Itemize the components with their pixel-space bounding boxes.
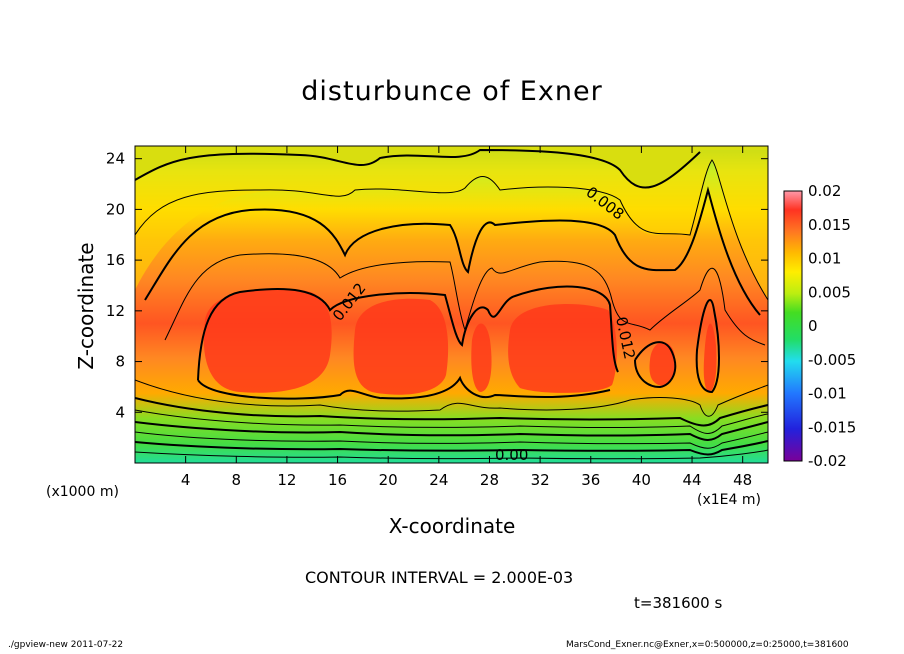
colorbar-label: -0.02 bbox=[808, 452, 847, 470]
colorbar-label: -0.015 bbox=[808, 418, 856, 436]
x-tick-label: 4 bbox=[181, 471, 191, 489]
hot-core-2 bbox=[353, 298, 449, 395]
contour-line-m0.004 bbox=[135, 440, 768, 456]
y-axis-unit: (x1000 m) bbox=[46, 484, 119, 500]
hot-core-3 bbox=[471, 323, 492, 392]
hot-core-1 bbox=[203, 289, 332, 393]
time-label: t=381600 s bbox=[634, 594, 723, 612]
y-tick-label: 24 bbox=[106, 150, 125, 168]
colorbar-labels: 0.02 0.015 0.01 0.005 0 -0.005 -0.01 -0.015 -0.0… bbox=[808, 182, 856, 470]
contour-line-0.004 bbox=[135, 148, 701, 189]
colorbar-label: -0.01 bbox=[808, 385, 847, 403]
y-axis-ticks: 4 8 12 16 20 24 bbox=[106, 150, 768, 421]
x-tick-label: 12 bbox=[277, 471, 296, 489]
colorbar bbox=[783, 190, 803, 462]
y-tick-label: 12 bbox=[106, 302, 125, 320]
contour-line-0.000 bbox=[135, 421, 768, 441]
x-axis-label: X-coordinate bbox=[388, 514, 516, 538]
y-tick-label: 8 bbox=[115, 353, 125, 371]
x-axis-unit: (x1E4 m) bbox=[697, 492, 761, 508]
x-tick-label: 20 bbox=[379, 471, 398, 489]
y-tick-label: 16 bbox=[106, 251, 125, 269]
x-tick-label: 32 bbox=[531, 471, 550, 489]
x-tick-label: 8 bbox=[232, 471, 242, 489]
hot-core-6 bbox=[703, 323, 717, 392]
contour-line-0.012 bbox=[197, 285, 720, 400]
contour-line-0.004-lower bbox=[135, 397, 768, 427]
contour-line-0.008 bbox=[144, 186, 761, 316]
colorbar-label: -0.005 bbox=[808, 351, 856, 369]
colorbar-label: 0.005 bbox=[808, 283, 851, 301]
colorbar-label: 0 bbox=[808, 317, 818, 335]
contour-line-m0.002 bbox=[135, 431, 768, 449]
contour-line-0.010 bbox=[164, 253, 766, 346]
x-tick-label: 16 bbox=[328, 471, 347, 489]
footer-left: ./gpview-new 2011-07-22 bbox=[8, 640, 124, 650]
contour-line-m0.006 bbox=[135, 449, 768, 460]
hot-core-5 bbox=[649, 342, 676, 386]
x-tick-label: 28 bbox=[480, 471, 499, 489]
contour-interval: CONTOUR INTERVAL = 2.000E-03 bbox=[305, 568, 574, 587]
yellow-band bbox=[135, 146, 768, 300]
colorbar-label: 0.015 bbox=[808, 216, 851, 234]
y-tick-label: 4 bbox=[115, 403, 125, 421]
x-tick-label: 44 bbox=[682, 471, 701, 489]
x-tick-label: 24 bbox=[429, 471, 448, 489]
footer-right: MarsCond_Exner.nc@Exner,x=0:500000,z=0:2… bbox=[566, 640, 849, 650]
hot-core-4 bbox=[508, 304, 617, 393]
x-tick-label: 48 bbox=[733, 471, 752, 489]
y-tick-label: 20 bbox=[106, 200, 125, 218]
contour-line-0.008-lower bbox=[135, 379, 768, 417]
contour-line-0.002-lower bbox=[135, 409, 768, 434]
x-tick-label: 36 bbox=[581, 471, 600, 489]
x-tick-label: 40 bbox=[632, 471, 651, 489]
chart-title: disturbunce of Exner bbox=[301, 76, 603, 107]
contour-label-0.00: 0.00 bbox=[495, 446, 528, 464]
x-axis-ticks: 4 8 12 16 20 24 28 32 36 40 44 48 bbox=[181, 146, 752, 489]
colorbar-label: 0.02 bbox=[808, 182, 841, 200]
colorbar-label: 0.01 bbox=[808, 250, 841, 268]
plot-frame bbox=[134, 145, 769, 464]
contour-line-0.006 bbox=[135, 159, 768, 301]
